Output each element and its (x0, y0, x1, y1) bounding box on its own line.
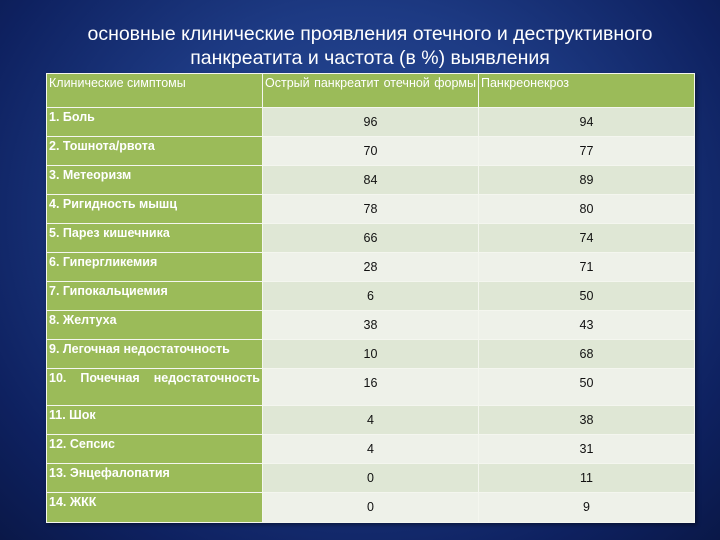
title-line-2: панкреатита и частота (в %) выявления (190, 47, 550, 69)
table-row: 11. Шок 4 38 (46, 405, 695, 435)
symptom-cell: 2. Тошнота/рвота (46, 136, 263, 166)
table-row: 12. Сепсис 4 31 (46, 434, 695, 464)
header-symptoms: Клинические симптомы (46, 73, 263, 108)
necrosis-value: 11 (478, 463, 695, 493)
edematous-value: 70 (262, 136, 479, 166)
edematous-value: 28 (262, 252, 479, 282)
necrosis-value: 31 (478, 434, 695, 464)
edematous-value: 0 (262, 463, 479, 493)
symptom-cell: 9. Легочная недостаточность (46, 339, 263, 369)
necrosis-value: 68 (478, 339, 695, 369)
symptom-cell: 8. Желтуха (46, 310, 263, 340)
table-row: 4. Ригидность мышц 78 80 (46, 194, 695, 224)
table-header-row: Клинические симптомы Острый панкреатит о… (46, 73, 695, 108)
table-row: 6. Гипергликемия 28 71 (46, 252, 695, 282)
edematous-value: 78 (262, 194, 479, 224)
edematous-value: 6 (262, 281, 479, 311)
necrosis-value: 77 (478, 136, 695, 166)
necrosis-value: 89 (478, 165, 695, 195)
necrosis-value: 94 (478, 107, 695, 137)
necrosis-value: 50 (478, 281, 695, 311)
necrosis-value: 38 (478, 405, 695, 435)
symptom-cell: 4. Ригидность мышц (46, 194, 263, 224)
symptom-cell: 11. Шок (46, 405, 263, 435)
table-row: 7. Гипокальциемия 6 50 (46, 281, 695, 311)
symptom-cell: 12. Сепсис (46, 434, 263, 464)
symptom-cell: 13. Энцефалопатия (46, 463, 263, 493)
edematous-value: 38 (262, 310, 479, 340)
table-row: 14. ЖКК 0 9 (46, 492, 695, 523)
table-row: 2. Тошнота/рвота 70 77 (46, 136, 695, 166)
necrosis-value: 74 (478, 223, 695, 253)
edematous-value: 84 (262, 165, 479, 195)
edematous-value: 10 (262, 339, 479, 369)
slide-title: основные клинические проявления отечного… (0, 22, 720, 70)
symptom-cell: 6. Гипергликемия (46, 252, 263, 282)
edematous-value: 96 (262, 107, 479, 137)
symptom-cell: 7. Гипокальциемия (46, 281, 263, 311)
necrosis-value: 71 (478, 252, 695, 282)
edematous-value: 0 (262, 492, 479, 523)
symptom-cell: 3. Метеоризм (46, 165, 263, 195)
symptom-cell: 5. Парез кишечника (46, 223, 263, 253)
table-row: 8. Желтуха 38 43 (46, 310, 695, 340)
table-row: 3. Метеоризм 84 89 (46, 165, 695, 195)
table-row: 13. Энцефалопатия 0 11 (46, 463, 695, 493)
edematous-value: 66 (262, 223, 479, 253)
header-edematous: Острый панкреатит отечной формы (262, 73, 479, 108)
edematous-value: 4 (262, 434, 479, 464)
necrosis-value: 9 (478, 492, 695, 523)
table-row: 1. Боль 96 94 (46, 107, 695, 137)
table-row: 9. Легочная недостаточность 10 68 (46, 339, 695, 369)
symptom-cell: 14. ЖКК (46, 492, 263, 523)
title-line-1: основные клинические проявления отечного… (87, 23, 653, 45)
symptom-cell: 10. Почечная недостаточность (46, 368, 263, 406)
header-necrosis: Панкреонекроз (478, 73, 695, 108)
necrosis-value: 50 (478, 368, 695, 406)
necrosis-value: 80 (478, 194, 695, 224)
symptom-cell: 1. Боль (46, 107, 263, 137)
symptoms-table: Клинические симптомы Острый панкреатит о… (46, 73, 695, 523)
table-row: 5. Парез кишечника 66 74 (46, 223, 695, 253)
edematous-value: 4 (262, 405, 479, 435)
table-row: 10. Почечная недостаточность 16 50 (46, 368, 695, 406)
edematous-value: 16 (262, 368, 479, 406)
necrosis-value: 43 (478, 310, 695, 340)
